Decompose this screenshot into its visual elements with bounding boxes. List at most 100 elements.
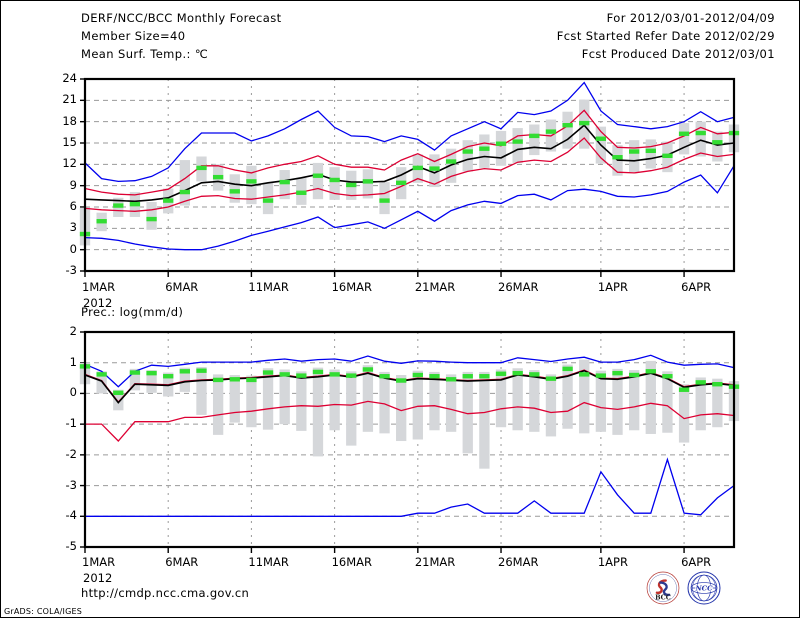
x-tick-label-precipitation: 26MAR bbox=[498, 555, 539, 569]
median-marker bbox=[379, 374, 390, 379]
median-marker bbox=[562, 123, 573, 128]
median-marker bbox=[429, 374, 440, 379]
median-marker bbox=[129, 370, 141, 375]
median-marker bbox=[146, 370, 157, 376]
median-marker bbox=[229, 377, 240, 382]
median-marker bbox=[212, 174, 224, 180]
box-bar bbox=[562, 364, 573, 429]
median-marker bbox=[562, 366, 573, 372]
y-tick-label-temperature: 0 bbox=[69, 241, 77, 256]
x-axis-year-precipitation: 2012 bbox=[83, 571, 113, 585]
y-tick-label-temperature: 3 bbox=[69, 220, 77, 235]
median-marker bbox=[512, 370, 523, 376]
y-tick-label-temperature: -3 bbox=[65, 263, 77, 277]
ncc-logo-icon: NCC bbox=[687, 571, 721, 605]
median-marker bbox=[612, 370, 623, 376]
median-marker bbox=[196, 368, 207, 373]
median-marker bbox=[179, 189, 191, 195]
x-tick-label-temperature: 26MAR bbox=[498, 280, 539, 294]
median-marker bbox=[545, 376, 557, 381]
median-marker bbox=[396, 378, 407, 383]
median-marker bbox=[246, 179, 257, 184]
box-bar bbox=[495, 130, 507, 166]
series-p25-line bbox=[85, 400, 735, 442]
plot-frame bbox=[83, 77, 736, 273]
member-size: Member Size=40 bbox=[81, 29, 186, 43]
series-mean-line bbox=[84, 369, 735, 404]
series-max-line bbox=[84, 81, 735, 183]
median-marker bbox=[628, 149, 640, 154]
y-tick-label-temperature: 21 bbox=[62, 92, 77, 107]
box-bar bbox=[612, 368, 623, 435]
x-tick-label-temperature: 16MAR bbox=[331, 280, 373, 294]
median-marker bbox=[312, 173, 324, 178]
svg-text:NCC: NCC bbox=[694, 585, 713, 593]
box-bar bbox=[712, 131, 723, 162]
median-marker bbox=[262, 198, 274, 203]
median-marker bbox=[662, 374, 673, 379]
median-marker bbox=[479, 374, 490, 379]
box-bar bbox=[329, 167, 340, 200]
median-marker bbox=[695, 130, 706, 136]
fcst-started: Fcst Started Refer Date 2012/02/29 bbox=[556, 29, 775, 43]
median-marker bbox=[662, 153, 673, 158]
median-marker bbox=[246, 377, 257, 383]
y-tick-label-temperature: 12 bbox=[62, 156, 77, 171]
x-tick-label-precipitation: 11MAR bbox=[248, 555, 289, 569]
box-bar bbox=[346, 371, 357, 446]
box-bar bbox=[279, 170, 290, 200]
median-marker bbox=[495, 141, 507, 146]
median-marker bbox=[196, 165, 207, 171]
median-marker bbox=[695, 380, 706, 385]
box-bar bbox=[396, 375, 407, 442]
y-tick-label-precipitation: 2 bbox=[69, 324, 77, 338]
box-bar bbox=[662, 371, 673, 433]
y-tick-label-temperature: 9 bbox=[69, 177, 77, 192]
series-max-line bbox=[84, 354, 735, 388]
series-min-line bbox=[84, 165, 735, 251]
fcst-produced: Fcst Produced Date 2012/03/01 bbox=[581, 47, 775, 61]
median-marker bbox=[445, 159, 457, 164]
box-bar bbox=[529, 370, 540, 432]
box-bar bbox=[645, 139, 656, 169]
box-bar bbox=[113, 389, 124, 411]
box-bar bbox=[645, 360, 656, 434]
box-bar bbox=[329, 369, 340, 431]
median-marker bbox=[296, 373, 307, 378]
page-title: DERF/NCC/BCC Monthly Forecast bbox=[81, 11, 282, 25]
median-marker bbox=[595, 373, 607, 378]
grads-credit: GrADS: COLA/IGES bbox=[4, 607, 83, 616]
median-marker bbox=[396, 180, 407, 186]
median-marker bbox=[163, 374, 174, 379]
x-tick-label-temperature: 11MAR bbox=[248, 280, 289, 294]
box-bar bbox=[595, 370, 607, 432]
median-marker bbox=[445, 377, 457, 382]
median-marker bbox=[296, 190, 307, 195]
svg-text:BCC: BCC bbox=[655, 594, 671, 602]
box-bar bbox=[362, 169, 374, 199]
x-tick-label-precipitation: 16MAR bbox=[331, 555, 373, 569]
box-bar bbox=[429, 371, 440, 431]
x-tick-label-precipitation: 6APR bbox=[681, 555, 712, 569]
box-bar bbox=[296, 371, 307, 431]
median-marker bbox=[146, 216, 157, 222]
variable-label: Mean Surf. Temp.: ℃ bbox=[81, 47, 209, 61]
median-marker bbox=[279, 372, 290, 377]
box-bar bbox=[179, 160, 191, 206]
median-marker bbox=[212, 377, 224, 383]
median-marker bbox=[612, 155, 623, 160]
y-tick-label-precipitation: -1 bbox=[65, 416, 77, 431]
box-bar bbox=[529, 124, 540, 156]
box-bar bbox=[462, 140, 473, 172]
box-bar bbox=[279, 369, 290, 425]
box-bar bbox=[229, 375, 240, 423]
median-marker bbox=[362, 179, 374, 184]
box-bar bbox=[695, 121, 706, 157]
website-url[interactable]: http://cmdp.ncc.cma.gov.cn bbox=[81, 586, 250, 600]
y-tick-label-temperature: 15 bbox=[62, 135, 77, 149]
x-tick-label-precipitation: 1APR bbox=[597, 555, 628, 569]
box-bar bbox=[312, 162, 324, 200]
y-tick-label-temperature: 24 bbox=[62, 71, 77, 85]
median-marker bbox=[462, 149, 473, 154]
panel-temperature bbox=[79, 77, 740, 277]
